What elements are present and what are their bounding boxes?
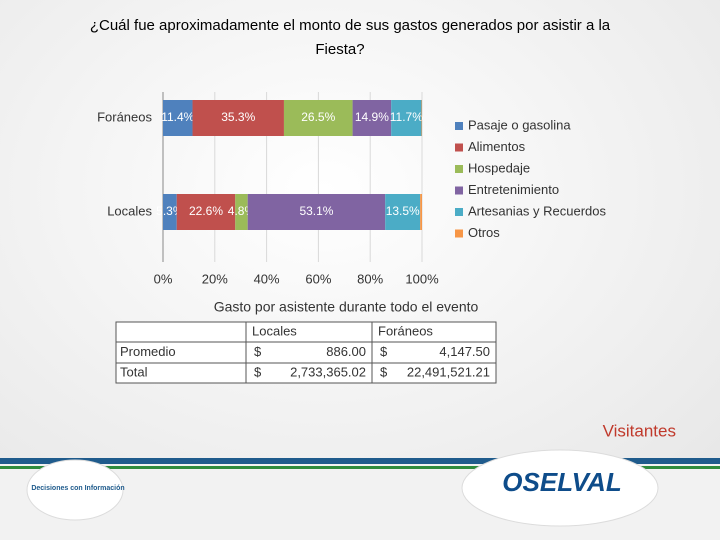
x-tick-label: 20% xyxy=(202,271,228,286)
slide-title: ¿Cuál fue aproximadamente el monto de su… xyxy=(90,17,611,58)
table-cell: 4,147.50 xyxy=(439,344,490,359)
x-tick-label: 0% xyxy=(154,271,173,286)
x-tick-label: 80% xyxy=(357,271,383,286)
legend-label: Otros xyxy=(468,225,500,240)
data-label: 14.9% xyxy=(355,110,389,124)
legend-swatch xyxy=(455,165,463,173)
table-cell: $ xyxy=(380,364,388,379)
data-label: 26.5% xyxy=(301,110,335,124)
section-label: Visitantes xyxy=(603,421,676,440)
table-cell: $ xyxy=(380,344,388,359)
table-cell: 2,733,365.02 xyxy=(290,364,366,379)
data-label: 35.3% xyxy=(221,110,255,124)
bar-segment xyxy=(420,194,422,230)
table: Locales Foráneos Promedio $886.00 $4,147.50 T… xyxy=(115,321,497,384)
footer-band xyxy=(0,449,720,540)
legend-label: Alimentos xyxy=(468,139,526,154)
chart: 0% 20% 40% 60% 80% 100% Foráneos 11.4% 35.3% 26.5… xyxy=(97,92,607,286)
title-line: ¿Cuál fue aproximadamente el monto de su… xyxy=(90,17,611,34)
legend-swatch xyxy=(455,143,463,152)
data-label: 53.1% xyxy=(299,204,333,218)
legend-swatch xyxy=(455,208,463,216)
table-cell: Total xyxy=(120,364,148,379)
legend-swatch xyxy=(455,122,463,130)
table-cell: 886.00 xyxy=(326,344,366,359)
data-label: 11.7% xyxy=(390,110,423,124)
logo-text: OSELVAL xyxy=(502,467,621,497)
bar-segment xyxy=(176,194,236,230)
legend-swatch xyxy=(455,186,463,195)
data-label: 22.6% xyxy=(189,204,223,218)
legend-label: Artesanias y Recuerdos xyxy=(468,203,607,218)
bar-segment xyxy=(352,100,392,136)
bar-segment xyxy=(235,194,248,230)
bar-segment xyxy=(192,100,284,136)
bar-segment xyxy=(391,100,422,136)
logo-text: Decisiones con Información xyxy=(31,485,124,492)
y-tick-label: Locales xyxy=(107,203,152,218)
table-header: Locales xyxy=(252,323,297,338)
data-label: 13.5% xyxy=(386,204,420,218)
table-header: Foráneos xyxy=(378,323,433,338)
bar-segment xyxy=(421,100,422,136)
bar-segment xyxy=(283,100,353,136)
x-tick-label: 40% xyxy=(254,271,280,286)
y-tick-label: Foráneos xyxy=(97,109,152,124)
x-tick-label: 100% xyxy=(405,271,439,286)
bar-segment xyxy=(247,194,386,230)
bar-segment xyxy=(163,194,177,230)
bar-segment xyxy=(163,100,193,136)
table-cell: 22,491,521.21 xyxy=(407,364,490,379)
legend-label: Pasaje o gasolina xyxy=(468,117,571,132)
legend-label: Hospedaje xyxy=(468,160,530,175)
caption: Gasto por asistente durante todo el even… xyxy=(214,299,479,315)
table-cell: $ xyxy=(254,344,262,359)
table-frame xyxy=(115,321,497,384)
x-tick-label: 60% xyxy=(305,271,331,286)
table-cell: $ xyxy=(254,364,262,379)
data-label: 11.4% xyxy=(161,110,194,124)
bar-segment xyxy=(385,194,421,230)
legend-label: Entretenimiento xyxy=(468,182,559,197)
legend-swatch xyxy=(455,229,463,238)
table-cell: Promedio xyxy=(120,344,176,359)
title-line: Fiesta? xyxy=(315,41,364,58)
